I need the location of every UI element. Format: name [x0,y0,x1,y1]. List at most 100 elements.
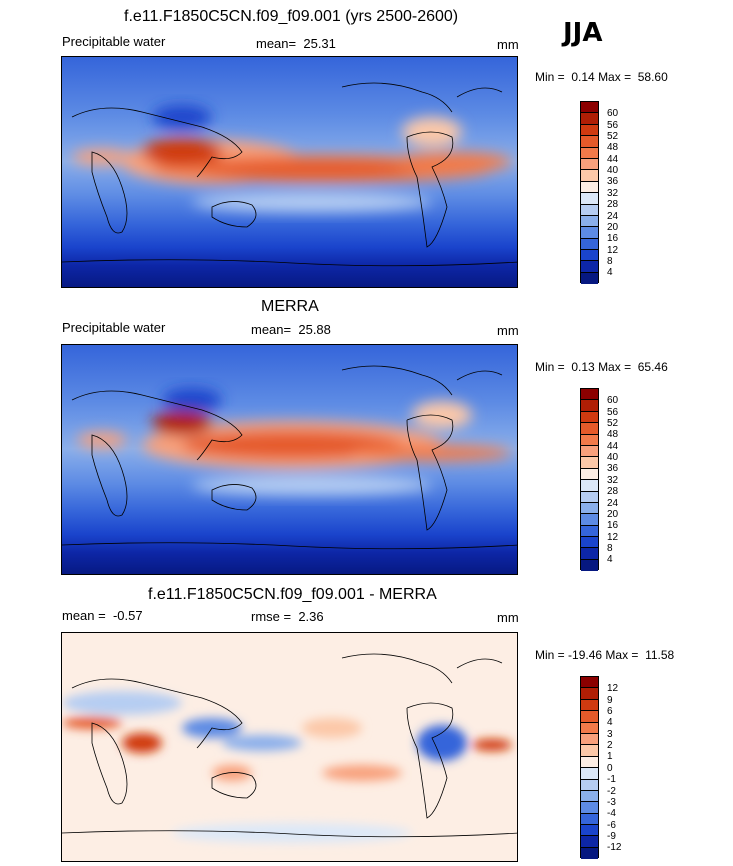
panel-2-swatch [581,480,598,492]
panel-2-swatch [581,559,598,572]
panel-1-mean-label: mean= [256,36,297,51]
panel-2-swatch [581,434,598,446]
panel-2-variable-label: Precipitable water [62,320,166,335]
panel-2-units: mm [497,323,519,338]
panel-2-title: MERRA [261,298,319,315]
panel-2-swatch [581,491,598,503]
panel-3-swatch [581,722,598,734]
panel-2-swatch [581,468,598,481]
panel-1-colorbar-label: 56 [607,120,619,131]
panel-3-swatch [581,779,598,791]
panel-1-swatch [581,158,598,171]
panel-2-swatch [581,445,598,458]
panel-3-colorbar-label: 3 [607,729,613,740]
panel-2-colorbar-label: 60 [607,395,619,406]
season-label: JJA [563,18,603,48]
panel-3-swatch [581,733,598,746]
panel-1-colorbar-label: 4 [607,267,613,278]
panel-3-units: mm [497,610,519,625]
panel-1-colorbar [580,101,599,285]
panel-2-swatch [581,457,598,469]
panel-2-minmax: Min = 0.13 Max = 65.46 [535,360,668,374]
panel-1-colorbar-label: 52 [607,131,619,142]
panel-3-swatch [581,745,598,757]
panel-1-minmax: Min = 0.14 Max = 58.60 [535,70,668,84]
panel-1-swatch [581,261,598,273]
panel-1-colorbar-label: 12 [607,245,619,256]
panel-1-title: f.e11.F1850C5CN.f09_f09.001 (yrs 2500-26… [124,8,459,25]
panel-2-colorbar-label: 32 [607,475,619,486]
panel-2-swatch [581,502,598,515]
panel-1-swatch [581,181,598,194]
panel-2-swatch [581,423,598,435]
panel-2-swatch [581,514,598,526]
panel-3-colorbar-label: 9 [607,695,613,706]
panel-3-swatch [581,836,598,848]
panel-1-colorbar-label: 28 [607,199,619,210]
panel-3-max-value: 11.58 [645,648,675,662]
panel-1-colorbar-label: 40 [607,165,619,176]
panel-3-swatch [581,813,598,826]
panel-3-swatch [581,847,598,860]
panel-1-swatch [581,102,598,114]
panel-2-colorbar-label: 16 [607,520,619,531]
panel-2-colorbar-label: 8 [607,543,613,554]
panel-1-colorbar-label: 16 [607,233,619,244]
panel-2-colorbar-label: 4 [607,554,613,565]
panel-2-colorbar-label: 24 [607,498,619,509]
panel-2-colorbar-label: 44 [607,441,619,452]
panel-3-mean-value: -0.57 [112,608,143,623]
panel-3-swatch [581,711,598,723]
panel-3-colorbar-label: -12 [607,842,622,853]
panel-3-rmse: rmse = 2.36 [251,609,324,624]
panel-3-colorbar-label: -3 [607,797,616,808]
panel-3-colorbar-label: -6 [607,820,616,831]
panel-1-swatch [581,124,598,137]
panel-3-minmax: Min = -19.46 Max = 11.58 [535,648,675,662]
panel-1-colorbar-label: 24 [607,211,619,222]
panel-2-mean-label: mean= [251,322,292,337]
panel-1-swatch [581,227,598,239]
panel-3-colorbar-label: -4 [607,808,616,819]
panel-3-colorbar [580,676,599,860]
panel-2-mean: mean= 25.88 [251,322,331,337]
panel-3-swatch [581,756,598,769]
panel-2-colorbar-label: 36 [607,463,619,474]
panel-2-colorbar-label: 40 [607,452,619,463]
panel-3-colorbar-label: 6 [607,706,613,717]
panel-2-swatch [581,525,598,538]
panel-3-rmse-label: rmse = [251,609,292,624]
panel-1-swatch [581,250,598,262]
panel-2-colorbar-label: 56 [607,407,619,418]
panel-1-map [61,56,518,288]
panel-2-colorbar-label: 48 [607,429,619,440]
panel-1-swatch [581,272,598,285]
panel-3-colorbar-label: -9 [607,831,616,842]
panel-1-colorbar-label: 20 [607,222,619,233]
panel-1-colorbar-label: 44 [607,154,619,165]
panel-3-swatch [581,699,598,712]
panel-3-rmse-value: 2.36 [298,609,324,624]
panel-1-mean-value: 25.31 [303,36,336,51]
panel-3-swatch [581,825,598,837]
panel-2-colorbar-label: 28 [607,486,619,497]
panel-1-swatch [581,215,598,228]
panel-3-colorbar-label: 2 [607,740,613,751]
panel-2-colorbar-label: 52 [607,418,619,429]
panel-3-colorbar-label: 12 [607,683,619,694]
panel-3-swatch [581,677,598,689]
panel-1-variable-label: Precipitable water [62,34,166,49]
panel-2-swatch [581,389,598,401]
panel-3-colorbar-label: 1 [607,751,613,762]
panel-1-units: mm [497,37,519,52]
panel-2-max-value: 65.46 [637,360,668,374]
panel-1-max-value: 58.60 [637,70,668,84]
panel-1-swatch [581,136,598,148]
panel-3-mean-label: mean = [62,608,106,623]
panel-1-colorbar-label: 48 [607,142,619,153]
panel-3-colorbar-label: 4 [607,717,613,728]
panel-1-colorbar-label: 32 [607,188,619,199]
panel-1-colorbar-label: 8 [607,256,613,267]
panel-3-mean: mean = -0.57 [62,608,143,623]
panel-3-colorbar-label: -2 [607,786,616,797]
